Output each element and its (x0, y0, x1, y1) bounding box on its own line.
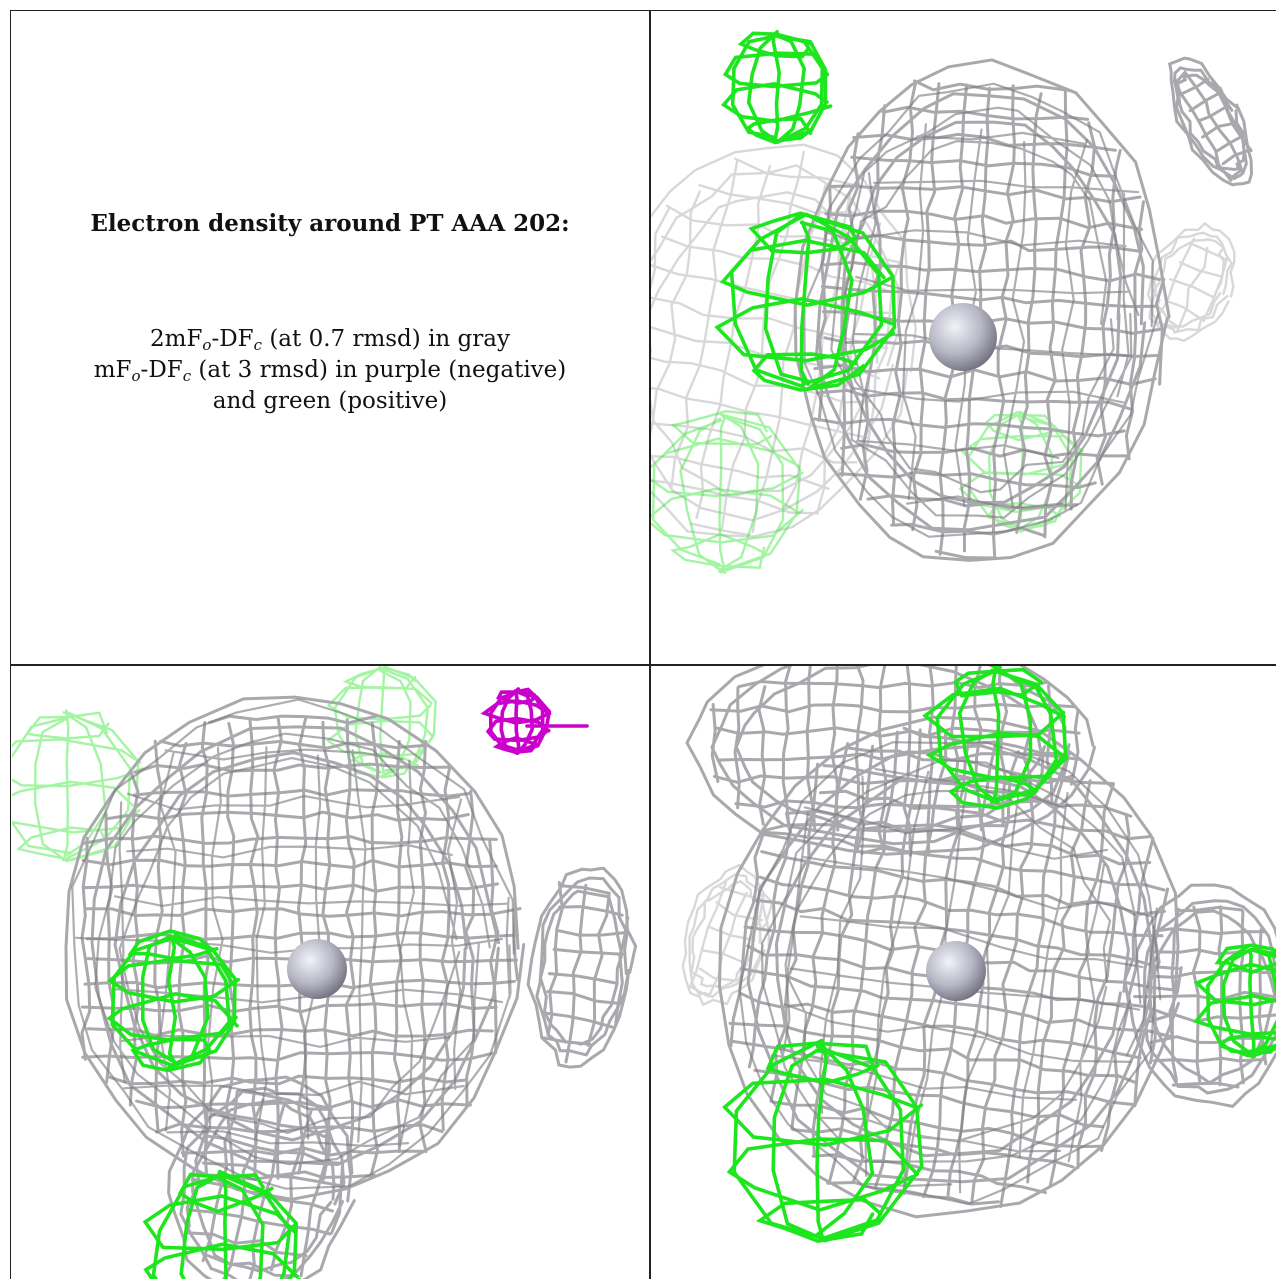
gray-mesh-dark (71, 698, 515, 1190)
legend-line-diff: mFo-DFc (at 3 rmsd) in purple (negative) (12, 355, 648, 386)
figure-title: Electron density around PT AAA 202: (90, 210, 570, 237)
legend-text: 2mFo-DFc (at 0.7 rmsd) in gray mFo-DFc (… (12, 324, 648, 417)
mesh-render (681, 666, 1276, 1244)
density-view-3 (651, 666, 1276, 1279)
pt-atom (287, 939, 347, 999)
legend-subscript: o (131, 367, 141, 385)
density-view-1 (651, 12, 1276, 663)
pt-atom (929, 303, 997, 371)
legend-subscript: c (182, 367, 192, 385)
mesh-render (12, 666, 638, 1279)
legend-line-gray: 2mFo-DFc (at 0.7 rmsd) in gray (12, 324, 648, 355)
legend-line-green: and green (positive) (212, 388, 448, 414)
figure-frame (10, 10, 1276, 1279)
vertical-divider (649, 10, 651, 1279)
legend-description: (at 3 rmsd) in purple (negative) (191, 357, 567, 383)
green-mesh (722, 666, 1276, 1244)
gray-mesh-dark (738, 741, 1162, 1206)
pt-atom (926, 941, 986, 1001)
horizontal-divider (10, 664, 1276, 666)
purple-mesh (480, 687, 589, 755)
legend-term: -DF (211, 326, 254, 352)
mesh-render (651, 30, 1254, 574)
legend-subscript: c (253, 336, 263, 354)
green-mesh (714, 30, 897, 392)
legend-subscript: o (202, 336, 212, 354)
gray-mesh (64, 695, 638, 1279)
legend-term: -DF (140, 357, 183, 383)
green-mesh (106, 929, 302, 1279)
gray-mesh-faint (681, 863, 774, 1007)
gray-mesh-faint (651, 143, 1236, 538)
density-view-2 (12, 666, 648, 1279)
legend-description: (at 0.7 rmsd) in gray (262, 326, 510, 352)
legend-term: mF (93, 357, 132, 383)
legend-term: 2mF (150, 326, 203, 352)
caption-panel: Electron density around PT AAA 202: 2mFo… (12, 12, 648, 663)
